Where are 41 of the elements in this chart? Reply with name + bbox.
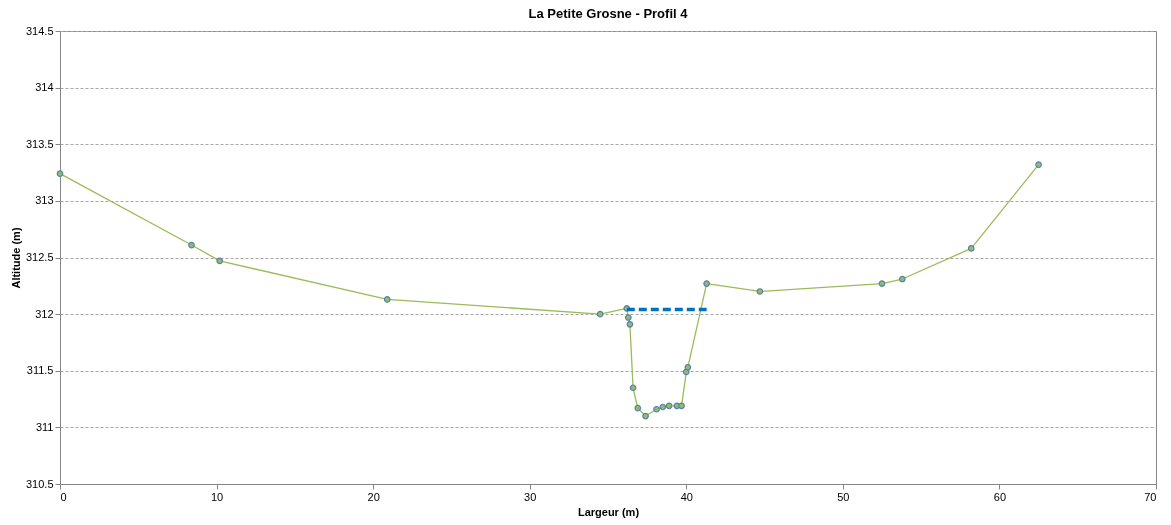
chart-title: La Petite Grosne - Profil 4: [528, 6, 689, 21]
x-tick-label: 70: [1144, 490, 1157, 503]
point: [878, 280, 886, 287]
y-axis-title: Altitude (m): [9, 227, 22, 289]
x-tick-label: 30: [524, 490, 537, 503]
point: [383, 296, 391, 303]
point: [659, 403, 667, 411]
point: [634, 404, 642, 412]
point: [188, 241, 195, 249]
point: [626, 320, 634, 328]
x-tick-label: 60: [993, 490, 1007, 503]
point: [625, 314, 632, 321]
point: [703, 280, 710, 287]
point: [56, 170, 64, 178]
y-tick-label: 311: [35, 420, 54, 433]
y-tick-label: 314: [35, 81, 54, 94]
x-axis-title: Largeur (m): [577, 505, 640, 518]
point: [899, 275, 906, 283]
point: [756, 288, 764, 295]
point: [967, 245, 975, 252]
point: [629, 384, 637, 392]
x-tick-label: 40: [680, 490, 693, 503]
point: [642, 412, 649, 420]
point: [653, 405, 660, 413]
x-tick-label: 10: [210, 490, 224, 503]
y-tick-label: 310.5: [25, 477, 54, 490]
y-tick-label: 313.5: [25, 137, 54, 150]
y-tick-label: 312.5: [25, 251, 54, 263]
y-tick-label: 312: [35, 307, 54, 320]
point: [216, 257, 224, 265]
x-tick-label: 20: [367, 490, 380, 503]
y-tick-label: 311.5: [26, 364, 54, 377]
point: [684, 364, 692, 371]
point: [596, 310, 604, 318]
point: [678, 402, 685, 410]
y-tick-label: 314.5: [25, 24, 54, 37]
point: [1035, 161, 1042, 168]
x-tick-label: 0: [60, 490, 67, 503]
x-tick-label: 50: [837, 490, 850, 503]
y-tick-label: 313: [35, 194, 54, 207]
point: [665, 402, 673, 410]
